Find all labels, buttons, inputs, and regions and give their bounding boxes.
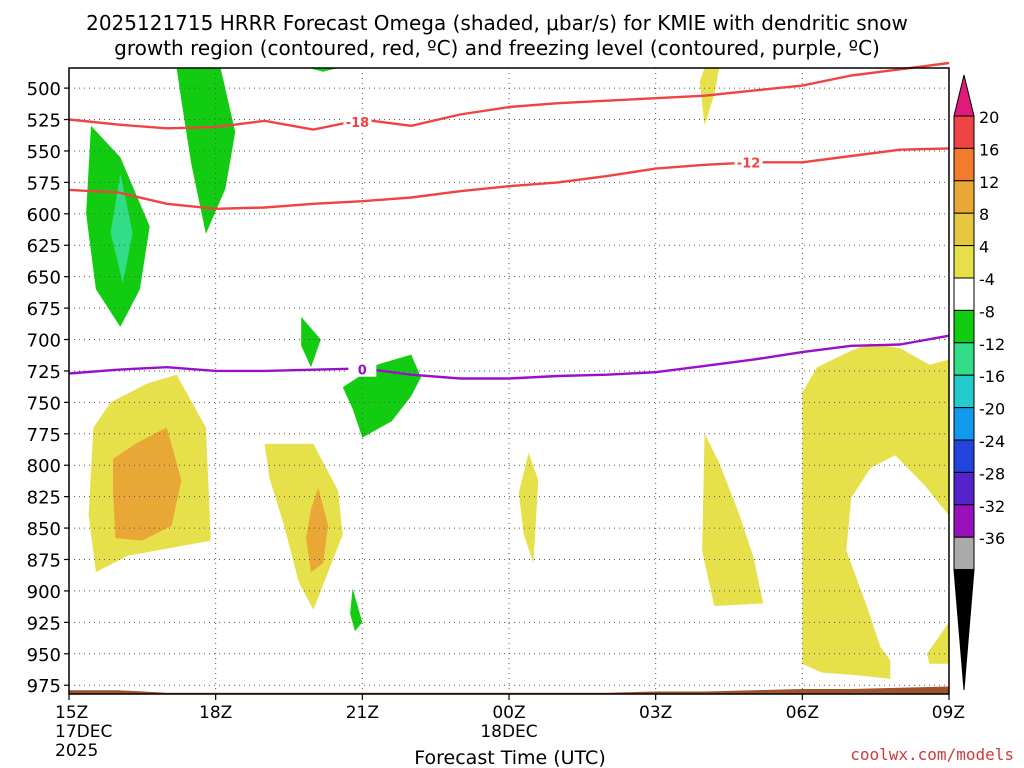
ground-layer	[69, 686, 949, 694]
y-tick-label-975: 975	[27, 676, 61, 697]
x-tick-label-00Z: 00Z	[492, 703, 525, 723]
chart-title-line-1: 2025121715 HRRR Forecast Omega (shaded, …	[86, 11, 908, 35]
omega-region-11	[264, 443, 343, 610]
colorbar-swatch-3	[953, 180, 975, 214]
contour-layer: -18 -12 0	[68, 61, 950, 380]
colorbar-top-arrow	[953, 74, 975, 117]
omega-region-5	[301, 316, 321, 368]
colorbar-swatch-6	[953, 277, 975, 311]
x-tick-label-15Z: 15Z	[55, 703, 88, 723]
x-tick-sublabel-2025: 2025	[55, 741, 98, 761]
y-tick-label-675: 675	[27, 299, 61, 320]
y-axis-pressure: 500 525 550 575 600 625 650 675 700 725 750 775 800 8…	[27, 79, 69, 697]
contour-label-bg--18	[343, 114, 372, 130]
colorbar-label-9: -16	[979, 367, 1005, 386]
omega-region-8	[699, 68, 720, 126]
colorbar-swatch-8	[953, 342, 975, 376]
contour-0	[68, 334, 950, 380]
x-tick-label-18Z: 18Z	[199, 703, 232, 723]
contour-label-0: 0	[358, 364, 367, 379]
x-tick-label-03Z: 03Z	[639, 703, 672, 723]
y-tick-label-600: 600	[27, 205, 61, 226]
colorbar-swatch-5	[953, 245, 975, 279]
colorbar-swatch-7	[953, 309, 975, 344]
y-tick-label-500: 500	[27, 79, 61, 100]
contour--18	[68, 61, 950, 131]
colorbar-swatch-14	[953, 536, 975, 571]
x-tick-label-09Z: 09Z	[932, 703, 965, 723]
y-tick-label-550: 550	[27, 142, 61, 163]
colorbar-label-6: -4	[979, 270, 995, 289]
y-tick-label-625: 625	[27, 236, 61, 257]
colorbar-label-14: -36	[979, 529, 1005, 548]
colorbar-label-4: 8	[979, 205, 989, 224]
colorbar-label-5: 4	[979, 238, 989, 257]
x-tick-sublabel-18DEC: 18DEC	[480, 722, 537, 742]
colorbar-label-10: -20	[979, 400, 1005, 419]
watermark-link[interactable]: coolwx.com/models	[850, 745, 1014, 764]
colorbar-swatch-12	[953, 471, 975, 506]
colorbar-label-12: -28	[979, 464, 1005, 483]
y-tick-label-575: 575	[27, 173, 61, 194]
x-tick-label-06Z: 06Z	[786, 703, 819, 723]
contour-label-bg--12	[734, 154, 763, 170]
colorbar-label-8: -12	[979, 335, 1005, 354]
colorbar-swatch-4	[953, 212, 975, 247]
colorbar-swatch-11	[953, 439, 975, 473]
colorbar-bottom-arrow	[953, 569, 975, 691]
colorbar-label-2: 16	[979, 140, 999, 159]
grid-layer	[69, 68, 949, 694]
omega-region-15	[802, 343, 949, 679]
y-tick-label-950: 950	[27, 645, 61, 666]
y-tick-label-525: 525	[27, 111, 61, 132]
contour-label-bg-0	[348, 361, 377, 377]
omega-shading-layer	[86, 68, 949, 679]
ground-terrain	[69, 686, 949, 694]
y-tick-label-825: 825	[27, 488, 61, 509]
colorbar-label-1: 20	[979, 108, 999, 127]
colorbar-label-3: 12	[979, 173, 999, 192]
y-tick-label-700: 700	[27, 331, 61, 352]
colorbar-label-7: -8	[979, 302, 995, 321]
colorbar-swatch-13	[953, 504, 975, 538]
x-tick-label-21Z: 21Z	[346, 703, 379, 723]
omega-region-7	[350, 588, 363, 632]
x-axis-label: Forecast Time (UTC)	[414, 747, 605, 768]
colorbar: 20 16 12 8 4 -4 -8 -12 -16 -20 -24 -28 -32 -36	[953, 74, 1005, 691]
y-tick-label-775: 775	[27, 425, 61, 446]
colorbar-swatch-10	[953, 407, 975, 441]
y-tick-label-850: 850	[27, 519, 61, 540]
contour--12	[68, 147, 950, 211]
omega-region-12	[306, 487, 329, 573]
colorbar-swatch-9	[953, 374, 975, 409]
y-tick-label-650: 650	[27, 268, 61, 289]
omega-region-13	[518, 452, 539, 564]
omega-region-4	[110, 173, 133, 283]
y-tick-label-725: 725	[27, 362, 61, 383]
y-tick-label-800: 800	[27, 456, 61, 477]
contour-label--12: -12	[737, 156, 761, 171]
y-tick-label-900: 900	[27, 582, 61, 603]
y-tick-label-750: 750	[27, 393, 61, 414]
omega-region-2	[308, 68, 338, 72]
contour-label--18: -18	[346, 116, 370, 131]
colorbar-swatch-2	[953, 147, 975, 182]
omega-region-16	[927, 622, 949, 664]
y-tick-label-875: 875	[27, 550, 61, 571]
colorbar-swatch-1	[953, 115, 975, 149]
colorbar-label-13: -32	[979, 497, 1005, 516]
omega-region-10	[113, 427, 182, 541]
omega-region-14	[702, 433, 764, 606]
colorbar-label-11: -24	[979, 432, 1005, 451]
y-tick-label-925: 925	[27, 613, 61, 634]
omega-region-1	[176, 68, 236, 234]
x-tick-sublabel-17DEC: 17DEC	[55, 722, 112, 742]
chart-title-line-2: growth region (contoured, red, ºC) and f…	[114, 36, 880, 60]
